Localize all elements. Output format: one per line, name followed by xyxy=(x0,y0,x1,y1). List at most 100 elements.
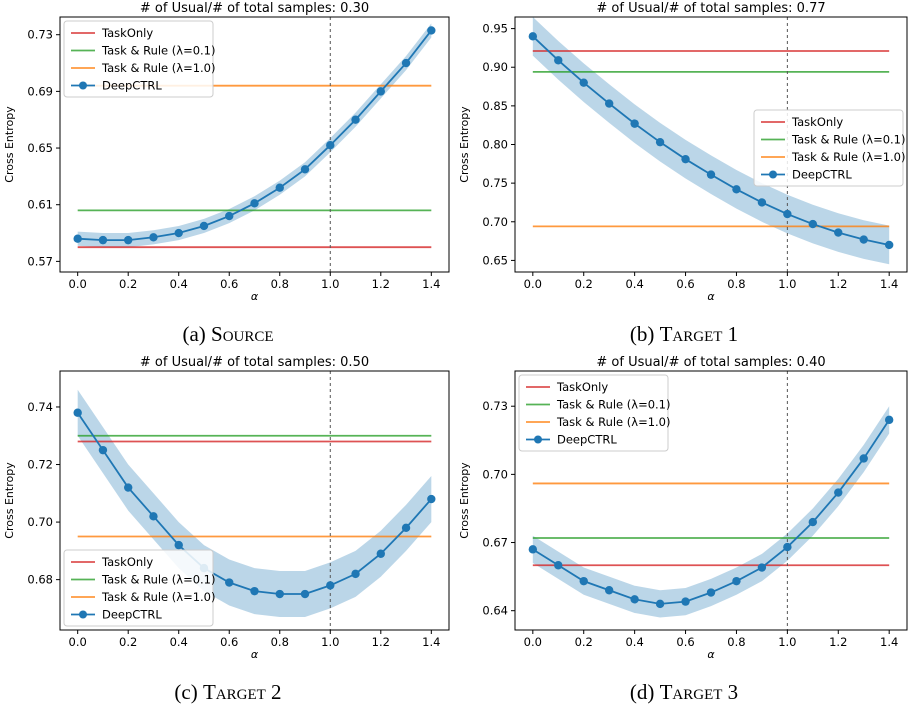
legend-label-1-3: DeepCTRL xyxy=(792,168,852,182)
deepctrl-point-3-14 xyxy=(884,415,894,425)
x-axis-label-0: α xyxy=(251,290,259,303)
y-axis-label-3: Cross Entropy xyxy=(458,462,471,539)
x-tick-label-1-7: 1.4 xyxy=(880,277,898,291)
deepctrl-point-2-14 xyxy=(427,494,436,504)
deepctrl-point-2-12 xyxy=(376,549,385,558)
deepctrl-point-3-4 xyxy=(630,595,639,604)
caption-a-label: (a) xyxy=(182,322,206,346)
y-tick-label-1-2: 0.75 xyxy=(482,176,508,190)
x-tick-label-3-5: 1.0 xyxy=(778,635,796,649)
legend-1: TaskOnly Task & Rule (λ=0.1) Task & Rule (… xyxy=(753,109,906,187)
y-tick-label-1-4: 0.85 xyxy=(482,99,508,113)
deepctrl-point-0-6 xyxy=(225,211,234,221)
legend-label-3-0: TaskOnly xyxy=(556,380,608,394)
legend-marker-1 xyxy=(769,170,777,179)
caption-b-text: Target 1 xyxy=(659,322,739,346)
chart-title-1: # of Usual/# of total samples: 0.77 xyxy=(596,1,825,16)
y-tick-label-0-1: 0.61 xyxy=(27,198,53,212)
legend-box-2 xyxy=(63,549,214,627)
deepctrl-band-2 xyxy=(77,389,432,618)
deepctrl-point-1-12 xyxy=(834,228,843,237)
deepctrl-point-1-5 xyxy=(655,137,665,147)
deepctrl-point-3-5 xyxy=(655,599,665,609)
deepctrl-point-3-7 xyxy=(706,588,716,597)
deepctrl-point-1-0 xyxy=(528,32,538,41)
y-tick-label-0-3: 0.69 xyxy=(27,84,53,98)
legend-0: TaskOnly Task & Rule (λ=0.1) Task & Rule (… xyxy=(63,20,216,98)
legend-label-2-2: Task & Rule (λ=1.0) xyxy=(101,590,216,604)
y-axis-label-0: Cross Entropy xyxy=(3,106,16,183)
legend-marker-3 xyxy=(534,435,542,444)
deepctrl-point-0-10 xyxy=(326,141,335,150)
x-tick-label-1-0: 0.0 xyxy=(524,277,542,291)
y-tick-label-1-5: 0.90 xyxy=(482,60,508,74)
y-tick-label-2-0: 0.68 xyxy=(27,573,53,587)
legend-box-0 xyxy=(63,20,214,98)
deepctrl-point-1-1 xyxy=(554,56,563,65)
legend-3: TaskOnly Task & Rule (λ=0.1) Task & Rule (… xyxy=(518,374,671,452)
x-tick-label-2-5: 1.0 xyxy=(321,635,339,649)
x-tick-label-3-3: 0.6 xyxy=(676,635,694,649)
x-tick-label-3-1: 0.2 xyxy=(575,635,593,649)
deepctrl-point-1-13 xyxy=(859,235,868,244)
deepctrl-point-2-4 xyxy=(174,540,183,550)
legend-marker-2 xyxy=(79,610,87,619)
legend-label-2-3: DeepCTRL xyxy=(102,608,162,622)
x-axis-label-1: α xyxy=(707,290,715,303)
y-axis-label-1: Cross Entropy xyxy=(458,106,471,183)
x-tick-label-1-4: 0.8 xyxy=(727,277,745,291)
x-axis-label-3: α xyxy=(707,648,715,661)
legend-label-1-0: TaskOnly xyxy=(791,115,843,129)
deepctrl-point-0-2 xyxy=(124,235,133,245)
chart-title-3: # of Usual/# of total samples: 0.40 xyxy=(596,355,825,370)
x-tick-label-2-6: 1.2 xyxy=(372,635,390,649)
caption-a-text: Source xyxy=(211,322,274,346)
deepctrl-point-3-13 xyxy=(859,454,868,463)
chart-panel-3: # of Usual/# of total samples: 0.40 0.0 0.… xyxy=(458,355,908,661)
deepctrl-point-2-3 xyxy=(149,512,158,521)
caption-c-text: Target 2 xyxy=(202,680,282,704)
x-tick-label-0-5: 1.0 xyxy=(321,277,339,291)
y-tick-label-3-1: 0.67 xyxy=(482,536,508,550)
deepctrl-point-0-9 xyxy=(300,165,310,174)
plot-frame-2 xyxy=(59,370,450,631)
deepctrl-point-1-2 xyxy=(579,78,588,87)
deepctrl-point-1-7 xyxy=(706,170,716,179)
legend-marker-0 xyxy=(79,81,87,90)
y-tick-label-1-3: 0.80 xyxy=(482,138,508,152)
deepctrl-point-3-6 xyxy=(681,597,690,606)
x-tick-label-0-2: 0.4 xyxy=(170,277,188,291)
caption-b-label: (b) xyxy=(629,322,655,346)
deepctrl-point-3-8 xyxy=(732,576,741,586)
x-tick-label-1-1: 0.2 xyxy=(575,277,593,291)
deepctrl-point-1-6 xyxy=(681,154,690,164)
deepctrl-point-1-10 xyxy=(783,209,792,219)
x-tick-label-0-6: 1.2 xyxy=(372,277,390,291)
deepctrl-point-2-7 xyxy=(250,586,259,596)
chart-title-0: # of Usual/# of total samples: 0.30 xyxy=(140,1,369,16)
legend-label-0-2: Task & Rule (λ=1.0) xyxy=(101,61,216,75)
deepctrl-point-3-0 xyxy=(528,545,538,554)
deepctrl-point-2-0 xyxy=(73,408,82,417)
x-tick-label-2-3: 0.6 xyxy=(220,635,238,649)
x-tick-label-0-1: 0.2 xyxy=(119,277,137,291)
deepctrl-band-3 xyxy=(532,406,890,618)
x-tick-label-0-7: 1.4 xyxy=(422,277,440,291)
x-tick-label-2-2: 0.4 xyxy=(170,635,188,649)
deepctrl-point-0-7 xyxy=(250,199,259,208)
y-tick-label-0-0: 0.57 xyxy=(27,254,53,268)
deepctrl-point-0-11 xyxy=(351,115,360,124)
chart-panel-1: # of Usual/# of total samples: 0.77 0.0 0.… xyxy=(458,1,908,303)
deepctrl-point-2-6 xyxy=(225,578,234,587)
x-tick-label-2-1: 0.2 xyxy=(119,635,137,649)
deepctrl-point-2-11 xyxy=(351,569,360,579)
deepctrl-point-0-5 xyxy=(199,221,209,231)
x-tick-label-2-4: 0.8 xyxy=(271,635,289,649)
x-tick-label-3-2: 0.4 xyxy=(625,635,643,649)
deepctrl-point-0-0 xyxy=(73,234,82,243)
deepctrl-point-0-3 xyxy=(149,233,158,242)
x-tick-label-2-0: 0.0 xyxy=(69,635,87,649)
deepctrl-point-0-1 xyxy=(98,235,108,245)
x-tick-label-3-6: 1.2 xyxy=(829,635,847,649)
legend-label-3-2: Task & Rule (λ=1.0) xyxy=(556,415,671,429)
